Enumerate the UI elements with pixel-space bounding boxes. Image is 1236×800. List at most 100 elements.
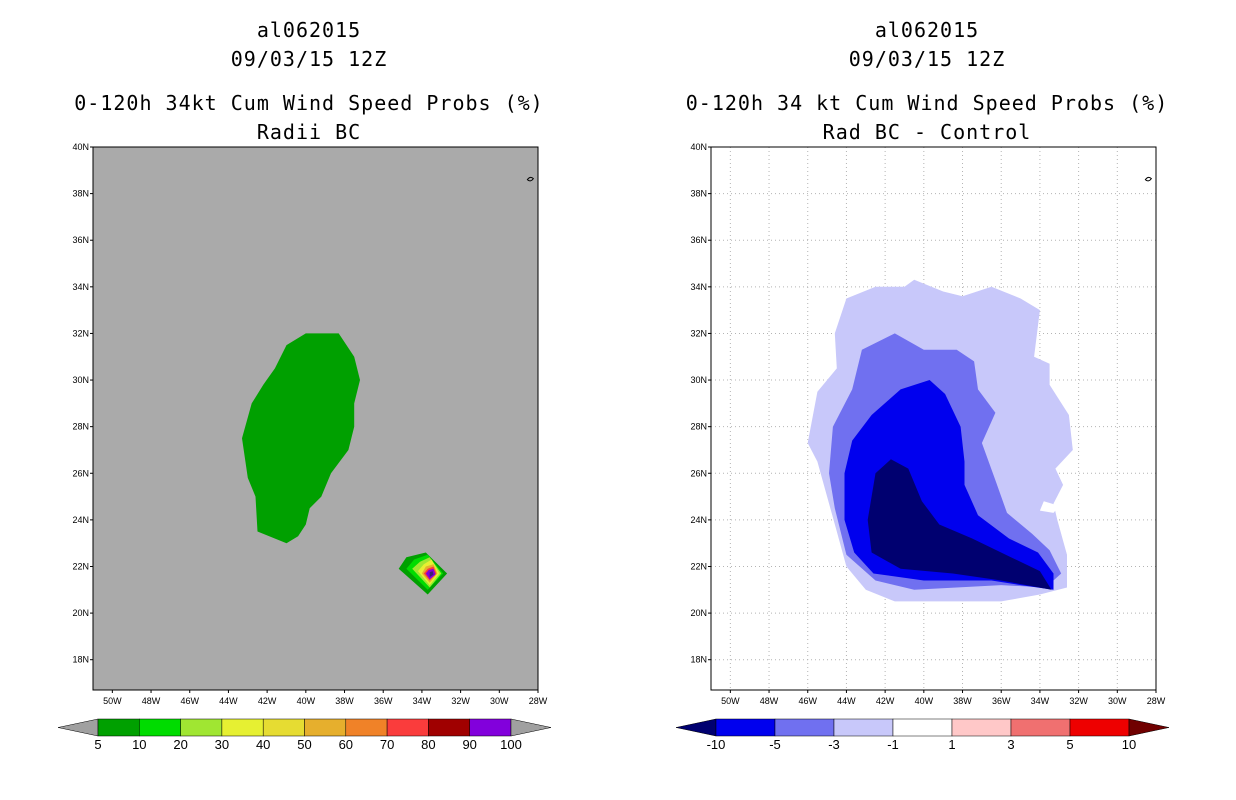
lon-tick-label: 32W	[1069, 696, 1088, 706]
colorbar-swatch	[386, 718, 429, 737]
lon-tick-label: 30W	[1108, 696, 1127, 706]
island-outline	[1144, 176, 1153, 182]
plot-frame	[92, 146, 539, 691]
colorbar-label: 3	[1007, 737, 1014, 752]
lat-tick-label: 30N	[690, 375, 707, 385]
colorbar-label: 20	[173, 737, 187, 752]
colorbar-label: 5	[94, 737, 101, 752]
colorbar-swatch	[262, 718, 305, 737]
colorbar-swatch	[1069, 718, 1130, 737]
lat-tick-label: 28N	[72, 422, 89, 432]
lat-tick-label: 34N	[72, 282, 89, 292]
lon-tick-label: 36W	[374, 696, 393, 706]
colorbar-swatch	[139, 718, 181, 737]
colorbar-label: 100	[500, 737, 522, 752]
lat-tick-label: 20N	[72, 608, 89, 618]
colorbar-swatch	[469, 718, 512, 737]
right-title-subtitle: Rad BC - Control	[822, 120, 1032, 144]
lon-tick-label: 46W	[798, 696, 817, 706]
lat-tick-label: 38N	[72, 189, 89, 199]
colorbar-extend-high	[510, 718, 552, 737]
lon-tick-label: 40W	[915, 696, 934, 706]
colorbar-label: -1	[887, 737, 899, 752]
lat-tick-label: 30N	[72, 375, 89, 385]
colorbar-extend-low	[675, 718, 717, 737]
lon-tick-label: 42W	[876, 696, 895, 706]
colorbar-swatch	[428, 718, 470, 737]
colorbar-label: 10	[132, 737, 146, 752]
lon-tick-label: 42W	[258, 696, 277, 706]
contour-region-0	[242, 333, 360, 544]
colorbar-swatch	[345, 718, 388, 737]
colorbar-label: -3	[828, 737, 840, 752]
lon-tick-label: 48W	[142, 696, 161, 706]
left-title-storm: al062015	[256, 18, 362, 42]
lat-tick-label: 40N	[72, 142, 89, 152]
lat-tick-label: 28N	[690, 422, 707, 432]
lon-tick-label: 38W	[953, 696, 972, 706]
colorbar-swatch	[304, 718, 347, 737]
colorbar-swatch	[180, 718, 223, 737]
colorbar-label: 5	[1066, 737, 1073, 752]
colorbar-swatch	[97, 718, 140, 737]
colorbar-extend-low	[57, 718, 99, 737]
lat-tick-label: 24N	[690, 515, 707, 525]
contour-region-4	[1039, 501, 1060, 513]
lon-tick-label: 50W	[103, 696, 122, 706]
lat-tick-label: 26N	[690, 468, 707, 478]
lat-tick-label: 40N	[690, 142, 707, 152]
lon-tick-label: 28W	[1147, 696, 1166, 706]
island-outline	[526, 176, 535, 182]
colorbar-label: 1	[948, 737, 955, 752]
plot-frame	[710, 146, 1157, 691]
colorbar-label: 50	[297, 737, 311, 752]
lon-tick-label: 34W	[413, 696, 432, 706]
colorbar-extend-high	[1128, 718, 1170, 737]
colorbar-label: 30	[215, 737, 229, 752]
lon-tick-label: 28W	[529, 696, 548, 706]
lat-tick-label: 36N	[690, 235, 707, 245]
colorbar-swatch	[715, 718, 776, 737]
lat-tick-label: 38N	[690, 189, 707, 199]
lon-tick-label: 44W	[837, 696, 856, 706]
colorbar-swatch	[951, 718, 1012, 737]
left-title-datetime: 09/03/15 12Z	[230, 47, 388, 71]
colorbar-label: 70	[380, 737, 394, 752]
lat-tick-label: 18N	[690, 655, 707, 665]
left-title-product: 0-120h 34kt Cum Wind Speed Probs (%)	[74, 91, 544, 115]
lon-tick-label: 48W	[760, 696, 779, 706]
lon-tick-label: 40W	[297, 696, 316, 706]
colorbar-label: 80	[421, 737, 435, 752]
colorbar-label: 60	[339, 737, 353, 752]
colorbar-label: -5	[769, 737, 781, 752]
lon-tick-label: 36W	[992, 696, 1011, 706]
lat-tick-label: 26N	[72, 468, 89, 478]
lon-tick-label: 46W	[180, 696, 199, 706]
colorbar-label: 90	[462, 737, 476, 752]
colorbar-swatch	[833, 718, 894, 737]
lon-tick-label: 44W	[219, 696, 238, 706]
lon-tick-label: 30W	[490, 696, 509, 706]
lat-tick-label: 18N	[72, 655, 89, 665]
right-difference-map: 40N 38N 36N 34N 32N 30N 28N 26N 24N 22N 20N 18N 50W 4…	[675, 142, 1170, 752]
lat-tick-label: 20N	[690, 608, 707, 618]
left-title-subtitle: Radii BC	[256, 120, 362, 144]
lat-tick-label: 34N	[690, 282, 707, 292]
lat-tick-label: 22N	[72, 561, 89, 571]
lat-tick-label: 22N	[690, 561, 707, 571]
colorbar-label: 10	[1122, 737, 1136, 752]
colorbar-swatch	[774, 718, 835, 737]
colorbar-label: -10	[707, 737, 726, 752]
contour-region-8	[429, 571, 434, 577]
left-probability-map: 40N 38N 36N 34N 32N 30N 28N 26N 24N 22N 20N 18N 50W 4…	[57, 142, 552, 752]
colorbar-swatch	[221, 718, 264, 737]
contour-region-3	[867, 459, 1052, 590]
right-title-datetime: 09/03/15 12Z	[848, 47, 1006, 71]
lat-tick-label: 32N	[690, 328, 707, 338]
right-title-storm: al062015	[874, 18, 980, 42]
colorbar-swatch	[892, 718, 953, 737]
lat-tick-label: 32N	[72, 328, 89, 338]
colorbar-label: 40	[256, 737, 270, 752]
colorbar-swatch	[1010, 718, 1071, 737]
lat-tick-label: 24N	[72, 515, 89, 525]
